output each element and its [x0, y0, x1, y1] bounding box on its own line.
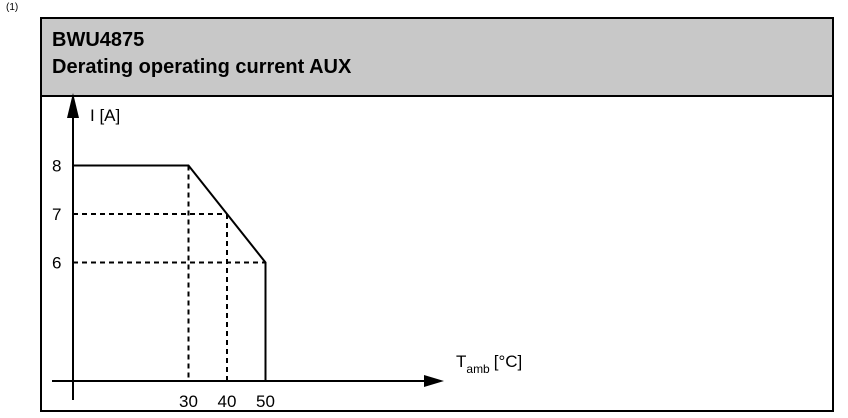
chart-frame: BWU4875 Derating operating current AUX [40, 17, 834, 412]
derating-curve [73, 164, 267, 381]
x-tick-label-30: 30 [179, 392, 198, 411]
y-axis-label: I [A] [90, 106, 120, 125]
chart-header: BWU4875 Derating operating current AUX [42, 19, 832, 97]
y-tick-label-7: 7 [52, 205, 61, 224]
x-tick-label-50: 50 [256, 392, 275, 411]
x-axis-arrow [424, 375, 444, 387]
y-tick-label-8: 8 [52, 157, 61, 176]
footnote-marker: (1) [6, 2, 19, 13]
y-axis-arrow [67, 93, 79, 118]
x-tick-label-40: 40 [218, 392, 237, 411]
chart-title: Derating operating current AUX [52, 56, 352, 78]
y-tick-label-6: 6 [52, 254, 61, 273]
x-axis-label: Tamb [°C] [456, 352, 522, 376]
model-title: BWU4875 [52, 29, 145, 51]
